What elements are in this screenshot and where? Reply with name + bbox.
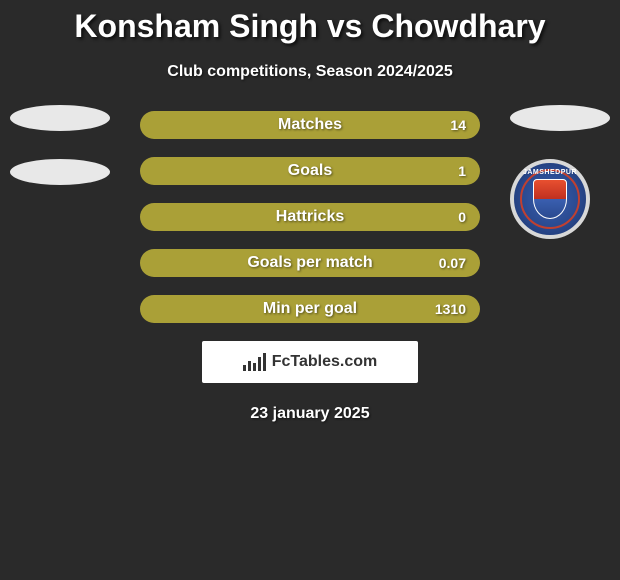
jamshedpur-club-logo: JAMSHEDPUR (510, 159, 590, 239)
left-badge-placeholder-2 (10, 159, 110, 185)
stat-row-hattricks: Hattricks 0 (140, 203, 480, 231)
stat-label: Matches (278, 116, 342, 134)
stat-row-min-per-goal: Min per goal 1310 (140, 295, 480, 323)
watermark-text: FcTables.com (272, 353, 378, 371)
comparison-panel: JAMSHEDPUR Matches 14 Goals 1 Hattricks … (0, 111, 620, 423)
stat-bars: Matches 14 Goals 1 Hattricks 0 Goals per… (140, 111, 480, 323)
snapshot-date: 23 january 2025 (0, 405, 620, 423)
stat-row-goals-per-match: Goals per match 0.07 (140, 249, 480, 277)
page-title: Konsham Singh vs Chowdhary (0, 0, 620, 45)
stat-value: 0.07 (439, 255, 466, 271)
stat-row-goals: Goals 1 (140, 157, 480, 185)
left-player-badges (10, 105, 110, 213)
stat-label: Hattricks (276, 208, 344, 226)
fctables-watermark: FcTables.com (202, 341, 418, 383)
stat-value: 0 (458, 209, 466, 225)
stat-value: 14 (450, 117, 466, 133)
stat-label: Goals per match (247, 254, 372, 272)
stat-value: 1 (458, 163, 466, 179)
stat-label: Min per goal (263, 300, 357, 318)
club-logo-text: JAMSHEDPUR (514, 169, 586, 176)
right-player-badges: JAMSHEDPUR (510, 105, 610, 239)
stat-row-matches: Matches 14 (140, 111, 480, 139)
right-badge-placeholder (510, 105, 610, 131)
club-logo-shield-icon (533, 179, 567, 219)
left-badge-placeholder-1 (10, 105, 110, 131)
bar-chart-icon (243, 353, 266, 371)
stat-label: Goals (288, 162, 332, 180)
subtitle: Club competitions, Season 2024/2025 (0, 63, 620, 81)
stat-value: 1310 (435, 301, 466, 317)
